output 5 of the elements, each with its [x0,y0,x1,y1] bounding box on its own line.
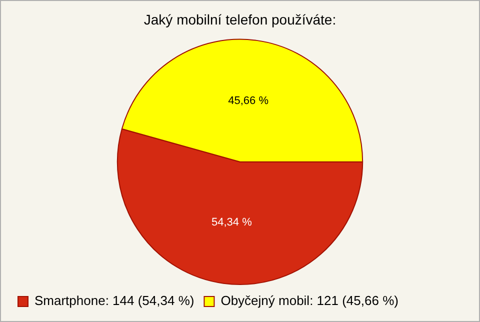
data-label: 45,66 % [228,95,269,108]
legend-label: Obyčejný mobil: 121 (45,66 %) [220,293,398,308]
data-label: 54,34 % [211,216,252,229]
legend-label: Smartphone: 144 (54,34 %) [34,293,194,308]
chart-title: Jaký mobilní telefon používáte: [144,11,336,28]
